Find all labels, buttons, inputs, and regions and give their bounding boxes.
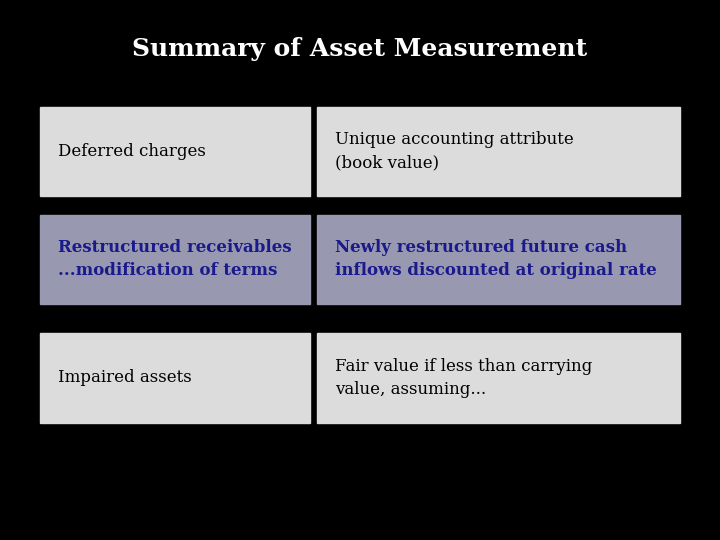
FancyBboxPatch shape [40,333,310,422]
FancyBboxPatch shape [317,333,680,422]
Text: Fair value if less than carrying
value, assuming...: Fair value if less than carrying value, … [335,357,592,399]
FancyBboxPatch shape [40,106,310,195]
FancyBboxPatch shape [317,214,680,303]
Text: Summary of Asset Measurement: Summary of Asset Measurement [132,37,588,60]
Text: Impaired assets: Impaired assets [58,369,192,387]
Text: Unique accounting attribute
(book value): Unique accounting attribute (book value) [335,131,574,172]
FancyBboxPatch shape [40,214,310,303]
Text: Restructured receivables
...modification of terms: Restructured receivables ...modification… [58,239,291,280]
FancyBboxPatch shape [317,106,680,195]
Text: Deferred charges: Deferred charges [58,143,205,160]
Text: Newly restructured future cash
inflows discounted at original rate: Newly restructured future cash inflows d… [335,239,657,280]
